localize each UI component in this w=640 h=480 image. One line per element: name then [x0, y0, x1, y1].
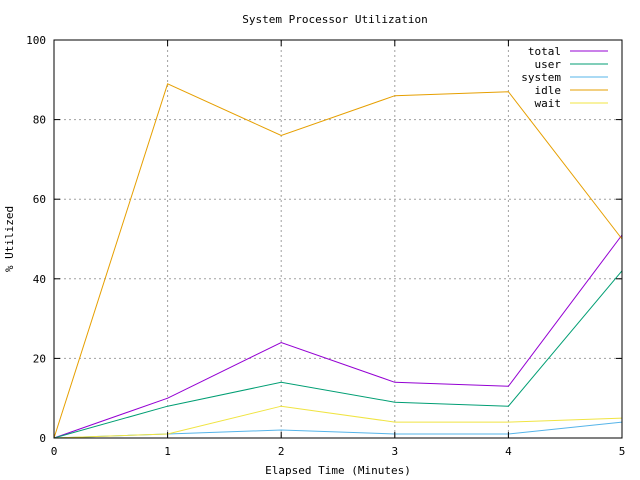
grid-lines	[54, 40, 622, 438]
y-axis-label: % Utilized	[3, 206, 16, 272]
legend-label-wait: wait	[535, 97, 562, 110]
y-tick-label: 0	[39, 432, 46, 445]
x-tick-label: 2	[278, 445, 285, 458]
series-lines	[53, 83, 623, 439]
series-line-user	[53, 270, 623, 439]
y-tick-label: 80	[33, 114, 46, 127]
legend-label-user: user	[535, 58, 562, 71]
series-line-wait	[53, 405, 623, 439]
axis-ticks: 0 1 2 3 4 5 0 20 40 60 80 100	[26, 34, 625, 458]
series-line-idle	[53, 83, 623, 439]
x-tick-label: 0	[51, 445, 58, 458]
x-axis-label: Elapsed Time (Minutes)	[265, 464, 411, 477]
y-tick-label: 40	[33, 273, 46, 286]
series-line-total	[53, 234, 623, 439]
plot-frame	[53, 39, 623, 439]
series-line-system	[53, 421, 623, 439]
y-tick-label: 100	[26, 34, 46, 47]
legend-label-idle: idle	[535, 84, 562, 97]
x-tick-label: 3	[391, 445, 398, 458]
legend-label-system: system	[521, 71, 561, 84]
chart-title: System Processor Utilization	[242, 13, 427, 26]
y-tick-label: 20	[33, 352, 46, 365]
legend-label-total: total	[528, 45, 561, 58]
x-tick-label: 4	[505, 445, 512, 458]
y-tick-label: 60	[33, 193, 46, 206]
x-tick-label: 5	[619, 445, 626, 458]
x-tick-label: 1	[164, 445, 171, 458]
